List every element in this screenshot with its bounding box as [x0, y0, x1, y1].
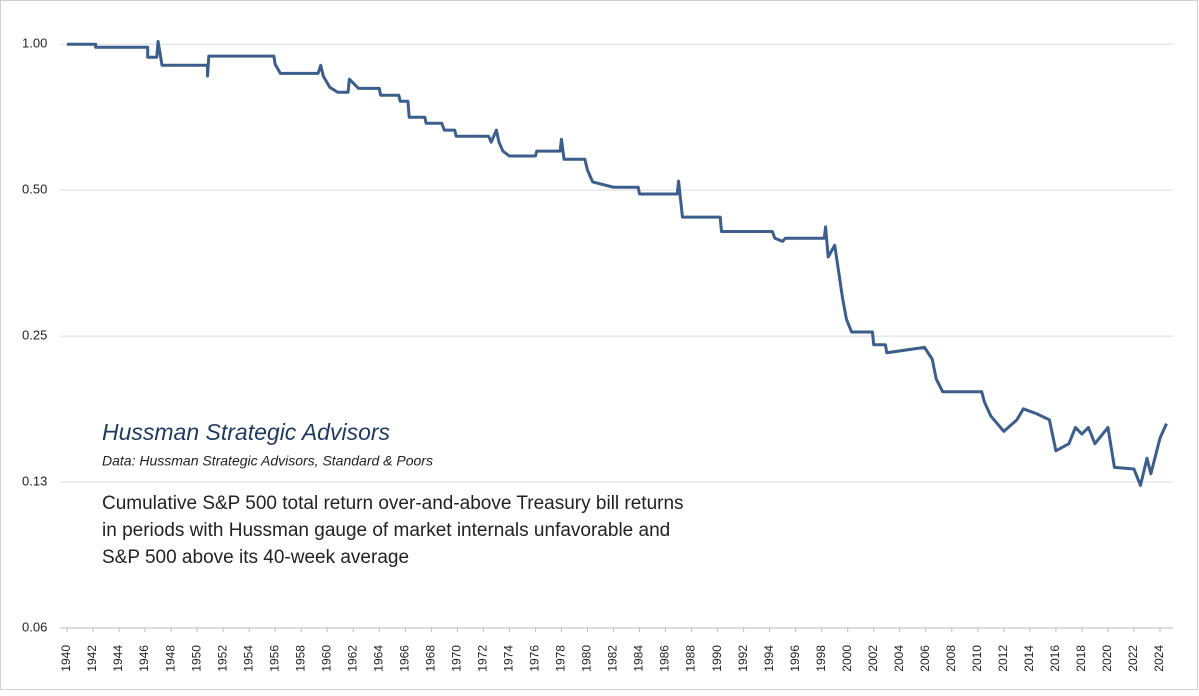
x-tick-label: 1992 — [736, 645, 750, 672]
x-tick-label: 1960 — [319, 645, 333, 672]
x-tick-label: 1952 — [215, 645, 229, 672]
x-tick-label: 1974 — [502, 645, 516, 672]
x-tick-label: 2022 — [1126, 645, 1140, 672]
x-tick-label: 1984 — [632, 645, 646, 672]
x-tick-label: 1994 — [762, 645, 776, 672]
x-tick-label: 1966 — [397, 645, 411, 672]
chart-subtitle: Data: Hussman Strategic Advisors, Standa… — [102, 453, 433, 469]
y-tick-label: 0.50 — [22, 182, 47, 197]
x-tick-label: 1946 — [137, 645, 151, 672]
annotation: S&P 500 above its 40-week average — [102, 547, 409, 568]
x-tick-label: 1976 — [528, 645, 542, 672]
y-tick-label: 1.00 — [22, 36, 47, 51]
x-tick-label: 1996 — [788, 645, 802, 672]
x-tick-label: 1990 — [710, 645, 724, 672]
x-tick-label: 1962 — [345, 645, 359, 672]
x-tick-label: 1958 — [293, 645, 307, 672]
annotation: Cumulative S&P 500 total return over-and… — [102, 493, 684, 514]
x-tick-label: 1948 — [163, 645, 177, 672]
x-tick-label: 1950 — [189, 645, 203, 672]
x-tick-label: 1942 — [85, 645, 99, 672]
x-tick-label: 1970 — [450, 645, 464, 672]
x-tick-label: 1972 — [476, 645, 490, 672]
x-tick-label: 1964 — [371, 645, 385, 672]
x-tick-label: 1978 — [554, 645, 568, 672]
x-tick-label: 2014 — [1022, 645, 1036, 672]
chart-title: Hussman Strategic Advisors — [102, 419, 391, 445]
x-tick-label: 1980 — [580, 645, 594, 672]
x-tick-label: 1956 — [267, 645, 281, 672]
y-tick-label: 0.13 — [22, 473, 47, 488]
y-tick-label: 0.06 — [22, 619, 47, 634]
x-tick-label: 2016 — [1048, 645, 1062, 672]
x-tick-label: 2012 — [996, 645, 1010, 672]
x-tick-label: 1968 — [424, 645, 438, 672]
y-tick-label: 0.25 — [22, 328, 47, 343]
data-line — [67, 39, 1168, 487]
x-tick-label: 2000 — [840, 645, 854, 672]
annotation: in periods with Hussman gauge of market … — [102, 520, 670, 541]
x-tick-label: 2018 — [1074, 645, 1088, 672]
x-tick-label: 2008 — [944, 645, 958, 672]
x-tick-label: 1988 — [684, 645, 698, 672]
x-tick-label: 2010 — [970, 645, 984, 672]
x-tick-label: 2006 — [918, 645, 932, 672]
x-tick-label: 1998 — [814, 645, 828, 672]
x-tick-label: 1986 — [658, 645, 672, 672]
x-tick-label: 2002 — [866, 645, 880, 672]
x-tick-label: 2004 — [892, 645, 906, 672]
x-tick-label: 1982 — [606, 645, 620, 672]
x-tick-label: 1954 — [241, 645, 255, 672]
x-tick-label: 2024 — [1152, 645, 1166, 672]
x-tick-label: 2020 — [1100, 645, 1114, 672]
x-tick-label: 1944 — [111, 645, 125, 672]
x-tick-label: 1940 — [59, 645, 73, 672]
